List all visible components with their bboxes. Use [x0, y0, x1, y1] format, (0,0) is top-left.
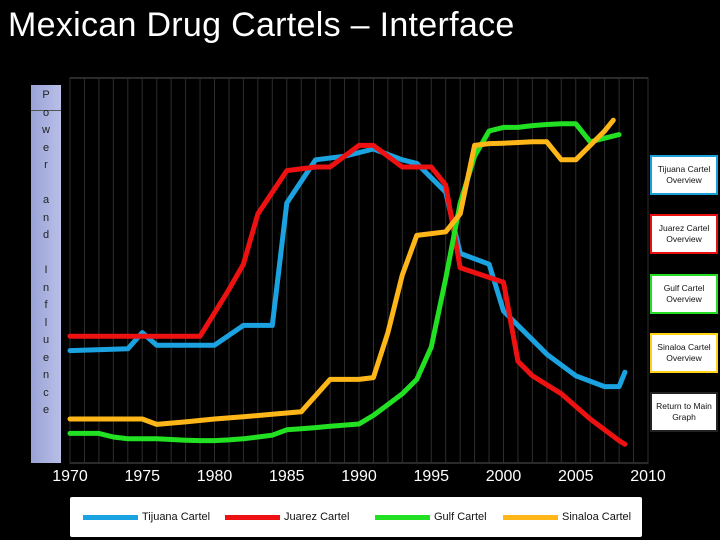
y-axis-label-glyph: I	[44, 264, 48, 276]
overview-button[interactable]: Return to Main Graph	[650, 392, 718, 432]
x-tick-label: 2005	[557, 468, 594, 485]
y-axis-label-glyph: o	[42, 106, 50, 119]
y-axis-label-glyph: e	[42, 141, 50, 154]
series-line-juarez-cartel	[67, 142, 628, 447]
x-tick-label: 2010	[630, 468, 666, 485]
x-tick-label: 2000	[485, 468, 522, 485]
legend-item: Juarez Cartel	[225, 511, 349, 523]
series-line-gulf-cartel	[67, 121, 622, 444]
legend-item: Gulf Cartel	[375, 511, 487, 523]
legend: Tijuana Cartel Juarez Cartel Gulf Cartel Si…	[70, 497, 642, 537]
overview-button[interactable]: Tijuana Cartel Overview	[650, 155, 718, 195]
x-tick-label: 1980	[196, 468, 233, 485]
y-axis-label-glyph: f	[44, 299, 48, 311]
x-tick-label: 1975	[124, 468, 161, 485]
x-tick-label: 1985	[268, 468, 305, 485]
y-axis-label-divider	[31, 110, 61, 111]
y-axis-label-glyph: n	[42, 369, 50, 381]
legend-swatch	[83, 514, 138, 520]
x-tick-label: 1990	[341, 468, 377, 485]
series-lines	[67, 117, 628, 447]
y-axis-label-glyph: a	[42, 194, 50, 206]
y-axis-label-glyph: n	[42, 211, 50, 224]
legend-item: Tijuana Cartel	[83, 511, 210, 523]
overview-button[interactable]: Juarez Cartel Overview	[650, 214, 718, 254]
series-line-sinaloa-cartel	[67, 117, 616, 427]
legend-swatch	[225, 514, 280, 520]
legend-label: Gulf Cartel	[434, 511, 487, 523]
overview-button[interactable]: Sinaloa Cartel Overview	[650, 333, 718, 373]
legend-swatch	[503, 514, 558, 520]
grid-lines	[69, 78, 649, 463]
legend-item: Sinaloa Cartel	[503, 511, 631, 523]
y-axis-label-glyph: l	[44, 316, 48, 329]
page-title: Mexican Drug Cartels – Interface	[8, 6, 515, 44]
legend-swatch	[375, 514, 430, 520]
series-line-tijuana-cartel	[67, 146, 628, 390]
legend-label: Tijuana Cartel	[142, 511, 211, 523]
y-axis-label-glyph: c	[43, 386, 49, 399]
y-axis-label-glyph: e	[42, 351, 50, 364]
x-tick-label: 1970	[52, 468, 88, 485]
legend-label: Sinaloa Cartel	[562, 511, 632, 523]
x-tick-label: 1995	[413, 468, 450, 485]
y-axis-label-glyph: d	[42, 229, 50, 241]
y-axis-label-glyph: r	[44, 159, 48, 171]
overview-button[interactable]: Gulf Cartel Overview	[650, 274, 718, 314]
y-axis-label-glyph: e	[42, 404, 50, 416]
y-axis-label-glyph: n	[42, 281, 50, 294]
y-axis-label-glyph: P	[42, 89, 50, 101]
legend-label: Juarez Cartel	[284, 511, 350, 523]
y-axis-label-glyph: u	[42, 334, 50, 346]
y-axis-label-glyph: w	[42, 124, 50, 136]
